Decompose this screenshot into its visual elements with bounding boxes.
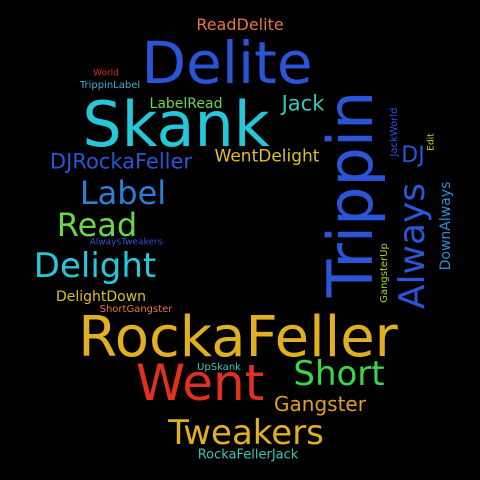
word-label: Label: [79, 174, 167, 212]
word-tweakers: Tweakers: [168, 413, 324, 453]
word-alwaystweakers: AlwaysTweakers: [89, 237, 163, 248]
word-upskank: UpSkank: [197, 362, 241, 373]
word-downalways: DownAlways: [438, 181, 454, 271]
word-delight: Delight: [33, 246, 157, 286]
word-trippinlabel: TrippinLabel: [79, 80, 141, 91]
word-went: Went: [135, 354, 265, 412]
word-gangsterup: GangsterUp: [379, 243, 390, 303]
word-gangster: Gangster: [274, 392, 366, 416]
word-djrockafeller: DJRockaFeller: [49, 149, 193, 174]
word-trippin: Trippin: [314, 90, 387, 298]
word-read: Read: [56, 206, 138, 244]
word-edit: Edit: [426, 133, 437, 151]
word-short: Short: [293, 354, 385, 394]
word-dj: DJ: [401, 143, 425, 168]
word-world: World: [93, 68, 119, 79]
word-delite: Delite: [141, 29, 313, 97]
word-readdelite: ReadDelite: [196, 15, 284, 34]
word-rockafeller: RockaFeller: [78, 305, 398, 370]
word-jack: Jack: [281, 91, 325, 116]
word-delightdown: DelightDown: [55, 289, 147, 305]
word-always: Always: [392, 182, 433, 310]
word-jackworld: JackWorld: [389, 107, 400, 157]
word-labelread: LabelRead: [149, 96, 223, 112]
word-rockafellerjack: RockaFellerJack: [197, 447, 299, 463]
word-shortgangster: ShortGangster: [99, 304, 173, 315]
word-wentdelight: WentDelight: [214, 146, 320, 167]
word-skank: Skank: [82, 88, 270, 161]
